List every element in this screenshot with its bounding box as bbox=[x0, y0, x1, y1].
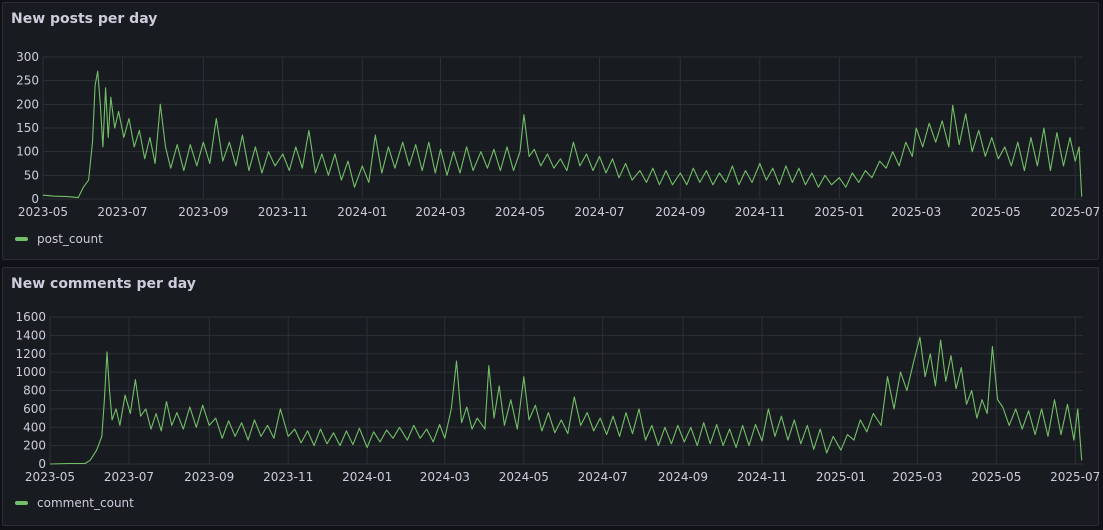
x-tick-label: 2025-07 bbox=[1050, 470, 1100, 484]
legend-swatch bbox=[15, 501, 28, 505]
x-tick-label: 2024-03 bbox=[415, 205, 465, 219]
legend-swatch bbox=[15, 237, 28, 241]
x-tick-label: 2023-11 bbox=[263, 470, 313, 484]
series-line-comment_count bbox=[49, 336, 1083, 465]
x-tick-label: 2024-11 bbox=[735, 205, 785, 219]
y-tick-label: 600 bbox=[23, 402, 46, 416]
y-tick-label: 0 bbox=[38, 457, 46, 471]
x-tick-label: 2024-03 bbox=[420, 470, 470, 484]
x-tick-label: 2025-03 bbox=[891, 205, 941, 219]
comments-chart: 0 200 400 600 800 1000 1200 1400 1600 2023-05 2023… bbox=[15, 310, 1100, 484]
x-tick-label: 2023-07 bbox=[97, 205, 147, 219]
x-tick-label: 2025-05 bbox=[971, 205, 1021, 219]
y-tick-label: 200 bbox=[23, 439, 46, 453]
x-tick-label: 2024-07 bbox=[574, 205, 624, 219]
series-line-post_count bbox=[42, 70, 1083, 199]
y-tick-label: 1000 bbox=[15, 365, 46, 379]
x-tick-label: 2023-09 bbox=[178, 205, 228, 219]
y-tick-label: 100 bbox=[16, 145, 39, 159]
legend-label: comment_count bbox=[37, 496, 134, 510]
x-tick-label: 2025-01 bbox=[814, 205, 864, 219]
y-tick-label: 1400 bbox=[15, 328, 46, 342]
x-tick-label: 2025-01 bbox=[816, 470, 866, 484]
panel-title: New comments per day bbox=[11, 276, 196, 292]
x-tick-label: 2023-05 bbox=[25, 470, 75, 484]
y-tick-label: 1600 bbox=[15, 310, 46, 324]
y-tick-label: 400 bbox=[23, 420, 46, 434]
x-tick-label: 2023-07 bbox=[104, 470, 154, 484]
x-tick-label: 2024-01 bbox=[337, 205, 387, 219]
x-tick-label: 2024-01 bbox=[342, 470, 392, 484]
y-tick-label: 1200 bbox=[15, 347, 46, 361]
x-tick-label: 2025-05 bbox=[971, 470, 1021, 484]
x-tick-label: 2024-05 bbox=[495, 205, 545, 219]
y-tick-label: 300 bbox=[16, 50, 39, 64]
x-tick-label: 2024-07 bbox=[578, 470, 628, 484]
posts-panel: New posts per day 0 50 100 150 200 250 300 2023… bbox=[2, 2, 1100, 260]
x-tick-label: 2023-09 bbox=[184, 470, 234, 484]
legend[interactable]: comment_count bbox=[15, 496, 134, 510]
x-tick-label: 2024-05 bbox=[499, 470, 549, 484]
posts-chart: 0 50 100 150 200 250 300 2023-05 2023-07 2023-09 2… bbox=[16, 50, 1100, 219]
y-tick-label: 0 bbox=[31, 192, 39, 206]
x-tick-label: 2025-07 bbox=[1050, 205, 1100, 219]
x-tick-label: 2025-03 bbox=[892, 470, 942, 484]
legend[interactable]: post_count bbox=[15, 232, 103, 246]
panel-title: New posts per day bbox=[11, 11, 158, 27]
x-tick-label: 2024-09 bbox=[658, 470, 708, 484]
y-tick-label: 50 bbox=[24, 168, 39, 182]
comments-panel: New comments per day 0 200 400 600 800 1000 12… bbox=[2, 267, 1100, 526]
legend-label: post_count bbox=[37, 232, 103, 246]
x-tick-label: 2023-11 bbox=[258, 205, 308, 219]
x-tick-label: 2023-05 bbox=[18, 205, 68, 219]
x-tick-label: 2024-11 bbox=[737, 470, 787, 484]
y-tick-label: 150 bbox=[16, 121, 39, 135]
y-tick-label: 800 bbox=[23, 384, 46, 398]
y-tick-label: 250 bbox=[16, 74, 39, 88]
y-tick-label: 200 bbox=[16, 97, 39, 111]
x-tick-label: 2024-09 bbox=[655, 205, 705, 219]
